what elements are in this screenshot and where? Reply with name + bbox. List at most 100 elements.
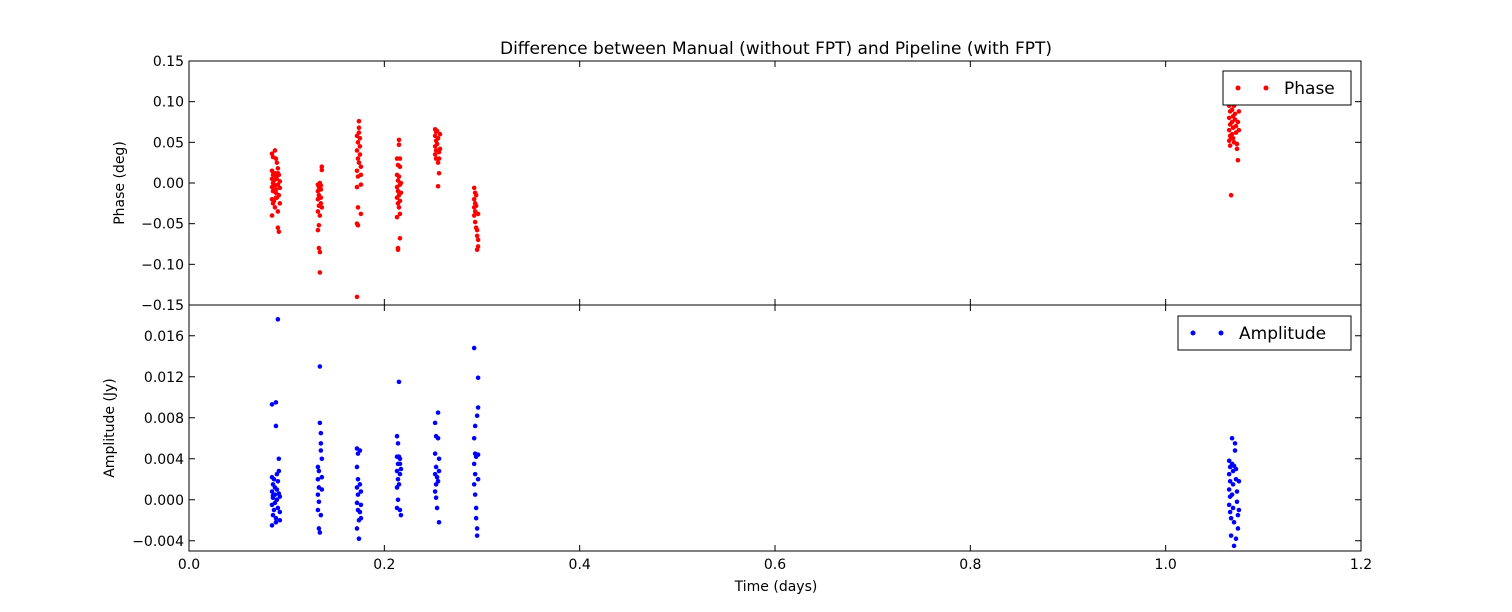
phase-point (319, 164, 325, 170)
phase-point (1232, 111, 1238, 117)
amplitude-point (1235, 512, 1241, 518)
phase-point (317, 249, 323, 255)
amplitude-point (1228, 515, 1234, 521)
phase-point (436, 156, 442, 161)
phase-y-tick-label: 0.15 (153, 54, 184, 70)
phase-point (274, 160, 280, 165)
phase-point (471, 213, 477, 218)
amplitude-point (358, 489, 364, 494)
phase-point (317, 270, 323, 275)
phase-point (319, 205, 325, 210)
phase-point (1226, 127, 1232, 133)
amplitude-point (1228, 533, 1234, 538)
phase-point (434, 141, 440, 147)
phase-y-tick-label: 0.00 (153, 176, 184, 192)
amplitude-point (355, 492, 361, 497)
amplitude-point (435, 435, 441, 441)
amplitude-point (475, 405, 481, 410)
phase-point (275, 209, 281, 214)
phase-point (475, 211, 481, 217)
phase-point (318, 195, 324, 200)
amplitude-point (1226, 458, 1232, 464)
phase-point (358, 211, 364, 217)
amplitude-point (273, 515, 279, 521)
amplitude-point (357, 482, 363, 487)
phase-point (358, 182, 364, 187)
phase-point (315, 227, 321, 233)
amplitude-point (396, 482, 402, 487)
amplitude-point (319, 456, 325, 462)
x-tick-label: 0.6 (764, 557, 786, 573)
phase-legend-marker (1235, 85, 1241, 91)
phase-point (1228, 192, 1234, 198)
phase-point (354, 184, 360, 190)
amplitude-y-tick-label: 0.012 (144, 370, 184, 386)
phase-point (272, 205, 278, 210)
phase-point (356, 130, 362, 135)
phase-point (316, 245, 322, 251)
phase-point (398, 180, 404, 186)
phase-point (1229, 107, 1235, 113)
phase-point (358, 164, 364, 170)
amplitude-point (475, 476, 481, 482)
amplitude-point (277, 509, 283, 515)
amplitude-point (396, 379, 402, 385)
amplitude-point (397, 456, 403, 462)
phase-point (396, 142, 402, 148)
amplitude-legend-box (1177, 315, 1352, 351)
amplitude-point (271, 507, 277, 513)
amplitude-point (357, 509, 363, 515)
phase-point (356, 118, 362, 124)
phase-point (269, 213, 275, 218)
phase-point (318, 187, 324, 192)
x-tick-label: 0.4 (569, 557, 591, 573)
amplitude-legend-marker (1218, 330, 1224, 336)
amplitude-point (1227, 509, 1233, 515)
phase-point (356, 125, 362, 130)
amplitude-point (397, 461, 403, 467)
phase-point (397, 198, 403, 204)
amplitude-point (354, 464, 360, 470)
amplitude-point (319, 487, 325, 492)
phase-point (435, 160, 441, 165)
amplitude-point (269, 402, 275, 407)
amplitude-point (358, 502, 364, 508)
amplitude-point (435, 410, 441, 415)
amplitude-point (1226, 487, 1232, 492)
amplitude-point (354, 485, 360, 490)
amplitude-point (394, 433, 400, 439)
amplitude-point (436, 468, 442, 474)
amplitude-point (1233, 536, 1239, 541)
amplitude-point (355, 476, 361, 482)
phase-point (397, 236, 403, 241)
amplitude-point (315, 476, 321, 482)
amplitude-y-tick-label: 0.000 (144, 493, 184, 509)
phase-point (396, 205, 402, 210)
amplitude-point (395, 497, 401, 503)
amplitude-point (275, 317, 281, 322)
amplitude-point (273, 400, 279, 405)
amplitude-point (317, 530, 323, 535)
phase-point (354, 168, 360, 174)
amplitude-point (277, 494, 283, 499)
phase-y-tick-label: −0.05 (141, 217, 184, 233)
amplitude-point (274, 487, 280, 492)
amplitude-point (1226, 502, 1232, 508)
phase-point (432, 152, 438, 157)
phase-point (396, 137, 402, 143)
amplitude-point (277, 517, 283, 523)
phase-point (471, 196, 477, 202)
amplitude-point (474, 413, 480, 419)
phase-y-tick-label: 0.10 (153, 95, 184, 111)
phase-point (1235, 119, 1241, 125)
amplitude-point (356, 536, 362, 541)
phase-point (1229, 131, 1235, 137)
amplitude-point (472, 423, 478, 429)
phase-legend-marker (1263, 85, 1269, 91)
amplitude-point (471, 461, 477, 467)
amplitude-point (275, 505, 281, 511)
phase-point (1227, 143, 1233, 148)
phase-point (275, 166, 281, 171)
amplitude-point (471, 482, 477, 487)
amplitude-y-tick-label: 0.016 (144, 329, 184, 345)
